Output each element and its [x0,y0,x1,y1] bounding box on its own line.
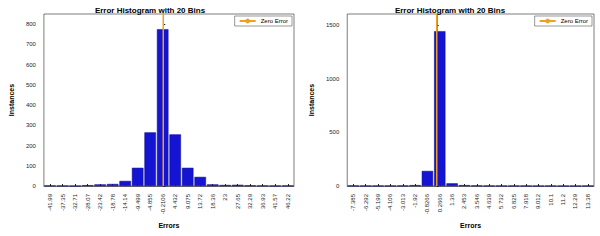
svg-text:4.639: 4.639 [486,193,492,209]
svg-text:200: 200 [26,143,37,149]
svg-text:-41.99: -41.99 [47,193,53,211]
svg-text:-18.78: -18.78 [110,193,116,211]
svg-text:1.36: 1.36 [449,193,455,205]
svg-text:-32.71: -32.71 [72,193,78,211]
svg-text:Error Histogram with 20 Bins: Error Histogram with 20 Bins [95,6,206,15]
svg-text:6.825: 6.825 [511,193,517,209]
svg-text:0.2666: 0.2666 [437,193,443,212]
svg-text:3.546: 3.546 [474,193,480,209]
svg-text:-37.35: -37.35 [60,193,66,211]
svg-text:0: 0 [336,183,340,189]
svg-text:-0.2106: -0.2106 [160,193,166,214]
svg-text:Errors: Errors [158,222,179,229]
svg-text:Instances: Instances [308,84,315,116]
svg-text:-0.8266: -0.8266 [424,193,430,214]
svg-text:-3.013: -3.013 [400,193,406,211]
svg-text:Errors: Errors [460,222,481,229]
svg-text:23: 23 [222,193,228,200]
svg-text:Zero Error: Zero Error [261,18,288,24]
svg-text:11.2: 11.2 [560,193,566,205]
svg-text:400: 400 [26,102,37,108]
svg-text:-1.92: -1.92 [412,193,418,207]
svg-text:100: 100 [26,163,37,169]
svg-text:13.38: 13.38 [585,193,591,209]
svg-text:Zero Error: Zero Error [561,18,588,24]
svg-text:500: 500 [26,82,37,88]
svg-text:500: 500 [329,129,340,135]
svg-text:-7.385: -7.385 [350,193,356,211]
svg-text:Instances: Instances [8,84,15,116]
svg-text:-9.499: -9.499 [135,193,141,211]
svg-text:1500: 1500 [326,22,340,28]
svg-text:1000: 1000 [326,76,340,82]
svg-text:-6.292: -6.292 [363,193,369,211]
svg-text:7.918: 7.918 [523,193,529,209]
svg-text:2.453: 2.453 [461,193,467,209]
svg-text:36.93: 36.93 [260,193,266,209]
svg-text:27.65: 27.65 [235,193,241,209]
svg-text:46.22: 46.22 [285,193,291,209]
svg-text:10.1: 10.1 [548,193,554,205]
svg-text:32.29: 32.29 [247,193,253,209]
svg-text:9.012: 9.012 [535,193,541,209]
svg-text:12.29: 12.29 [572,193,578,209]
svg-text:5.732: 5.732 [498,193,504,209]
svg-text:-28.07: -28.07 [85,193,91,211]
svg-text:9.075: 9.075 [185,193,191,209]
svg-text:0: 0 [33,183,37,189]
svg-text:Error Histogram with 20 Bins: Error Histogram with 20 Bins [395,6,506,15]
svg-text:-4.855: -4.855 [147,193,153,211]
svg-text:-23.42: -23.42 [97,193,103,211]
svg-text:-5.199: -5.199 [375,193,381,211]
svg-text:4.432: 4.432 [172,193,178,209]
svg-text:600: 600 [26,62,37,68]
svg-text:13.72: 13.72 [197,193,203,209]
svg-text:-14.14: -14.14 [122,193,128,211]
svg-text:-4.106: -4.106 [387,193,393,211]
svg-text:700: 700 [26,41,37,47]
svg-text:41.57: 41.57 [272,193,278,209]
svg-text:800: 800 [26,21,37,27]
svg-text:18.36: 18.36 [210,193,216,209]
svg-text:300: 300 [26,122,37,128]
